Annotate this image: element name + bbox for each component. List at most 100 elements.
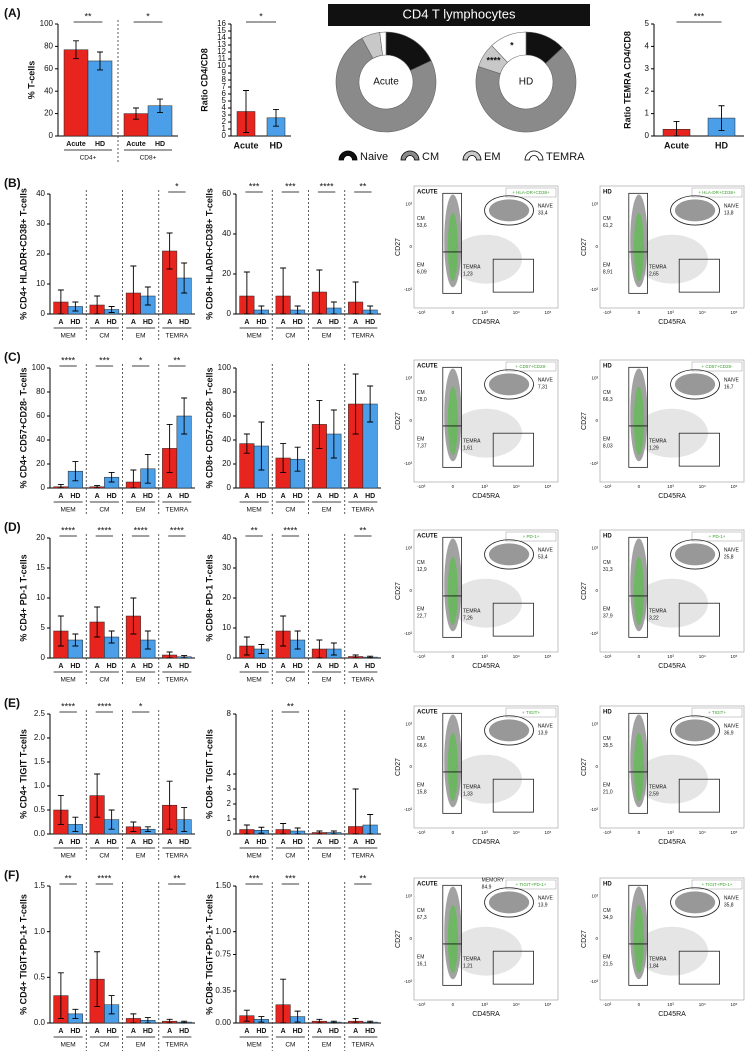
gate-value: 31,3 xyxy=(603,567,613,573)
error-bar xyxy=(130,821,137,833)
series-label: A xyxy=(281,839,286,846)
error-bar xyxy=(94,951,101,1008)
y-axis-label: % CD8+ TIGIT T-cells xyxy=(204,729,214,819)
y-tick-label: 0 xyxy=(227,483,232,492)
flow-x-tick: 0 xyxy=(638,1002,641,1007)
event-cloud xyxy=(450,408,522,458)
error-bar xyxy=(673,120,680,137)
x-tick-label: CM xyxy=(99,853,109,860)
y-tick-label: 0 xyxy=(227,309,232,318)
error-bar xyxy=(72,816,79,833)
flow-x-label: CD45RA xyxy=(472,1011,500,1018)
series-label: HD xyxy=(155,141,165,148)
gate-name: NAIVE xyxy=(538,548,554,554)
y-tick-label: 1 xyxy=(222,124,227,133)
event-cloud xyxy=(674,373,716,396)
gate-value: 15,8 xyxy=(417,789,427,795)
legend-swatch xyxy=(462,150,482,161)
flow-y-label: CD27 xyxy=(581,238,588,256)
y-tick-label: 1.0 xyxy=(34,927,46,936)
error-bar xyxy=(57,795,64,825)
gate-name: EM xyxy=(603,954,611,960)
gate xyxy=(628,771,648,814)
gate xyxy=(484,539,534,570)
flow-y-label: CD27 xyxy=(395,930,402,948)
y-axis-label: % CD4+ CD57+CD28- T-cells xyxy=(18,367,28,488)
x-tick-label: TEMRA xyxy=(166,507,189,514)
y-tick-label: 0 xyxy=(645,131,650,140)
error-bar xyxy=(181,655,188,659)
error-bar xyxy=(130,265,137,315)
significance-label: ** xyxy=(84,11,92,21)
series-label: A xyxy=(244,319,249,326)
flow-x-tick: -10³ xyxy=(603,830,612,835)
flow-y-tick: -10³ xyxy=(590,461,599,466)
flow-y-label: CD27 xyxy=(395,412,402,430)
legend-label: Naive xyxy=(360,151,388,163)
flow-title: HD xyxy=(603,534,612,540)
gate xyxy=(628,943,648,986)
pie-segment xyxy=(491,31,527,63)
x-tick-label: EM xyxy=(322,853,332,860)
gate-name: MEMORY xyxy=(482,877,505,883)
flow-x-tick: 10⁴ xyxy=(513,1002,520,1007)
y-axis-label: % CD4+ TIGIT+PD-1+ T-cells xyxy=(18,894,28,1015)
series-label: HD xyxy=(70,839,80,846)
gated-events xyxy=(447,556,458,626)
y-tick-label: 80 xyxy=(44,42,53,51)
x-tick-label: HD xyxy=(715,140,728,150)
flow-x-tick: 10⁵ xyxy=(730,830,737,835)
gate-value: 8,91 xyxy=(603,269,613,275)
gated-events xyxy=(447,386,458,456)
gate-value: 7,26 xyxy=(463,616,473,622)
error-bar xyxy=(72,461,79,482)
y-tick-label: 60 xyxy=(222,411,231,420)
pie-segment xyxy=(335,37,437,133)
error-bar xyxy=(97,51,103,71)
y-tick-label: 14 xyxy=(217,33,226,42)
gate-name: CM xyxy=(603,390,611,396)
y-tick-label: 100 xyxy=(32,363,46,372)
error-bar xyxy=(130,469,137,489)
x-tick-label: MEM xyxy=(61,853,76,860)
y-tick-label: 60 xyxy=(36,411,45,420)
gate-value: 16,1 xyxy=(417,961,427,967)
error-bar xyxy=(316,399,323,449)
series-label: A xyxy=(281,1028,286,1035)
gated-events xyxy=(447,904,458,974)
y-tick-label: 40 xyxy=(44,86,53,95)
error-bar xyxy=(243,824,250,835)
error-bar xyxy=(144,826,151,833)
y-tick-label: 5 xyxy=(645,19,650,28)
y-tick-label: 1.50 xyxy=(215,881,231,890)
panel-letter: (E) xyxy=(4,696,20,710)
x-tick-label: CM xyxy=(99,1042,109,1049)
error-bar xyxy=(330,642,337,656)
x-tick-label: CM xyxy=(285,333,295,340)
gate-name: EM xyxy=(603,782,611,788)
gate-name: EM xyxy=(603,262,611,268)
error-bar xyxy=(108,809,115,830)
flow-x-tick: 0 xyxy=(638,484,641,489)
y-tick-label: 0 xyxy=(49,131,54,140)
gate-value: 33,4 xyxy=(538,211,548,217)
x-tick-label: EM xyxy=(322,677,332,684)
error-bar xyxy=(352,281,359,315)
x-tick-label: MEM xyxy=(247,853,262,860)
error-bar xyxy=(243,271,250,315)
gate-name: TEMRA xyxy=(649,609,667,615)
x-tick-label: TEMRA xyxy=(352,333,375,340)
flow-marker: + HLA-DR+CD38+ xyxy=(512,190,550,195)
flow-marker: + HLA-DR+CD38+ xyxy=(698,190,736,195)
gate-value: 6,09 xyxy=(417,269,427,275)
flow-y-tick: -10³ xyxy=(404,631,413,636)
error-bar xyxy=(258,421,265,471)
gate xyxy=(492,950,534,985)
series-label: HD xyxy=(365,493,375,500)
flow-y-tick: 0 xyxy=(595,588,598,593)
series-label: A xyxy=(131,319,136,326)
error-bar xyxy=(133,107,139,120)
event-cloud xyxy=(636,578,708,628)
flow-title: HD xyxy=(603,190,612,196)
flow-x-tick: 10⁵ xyxy=(730,654,737,659)
